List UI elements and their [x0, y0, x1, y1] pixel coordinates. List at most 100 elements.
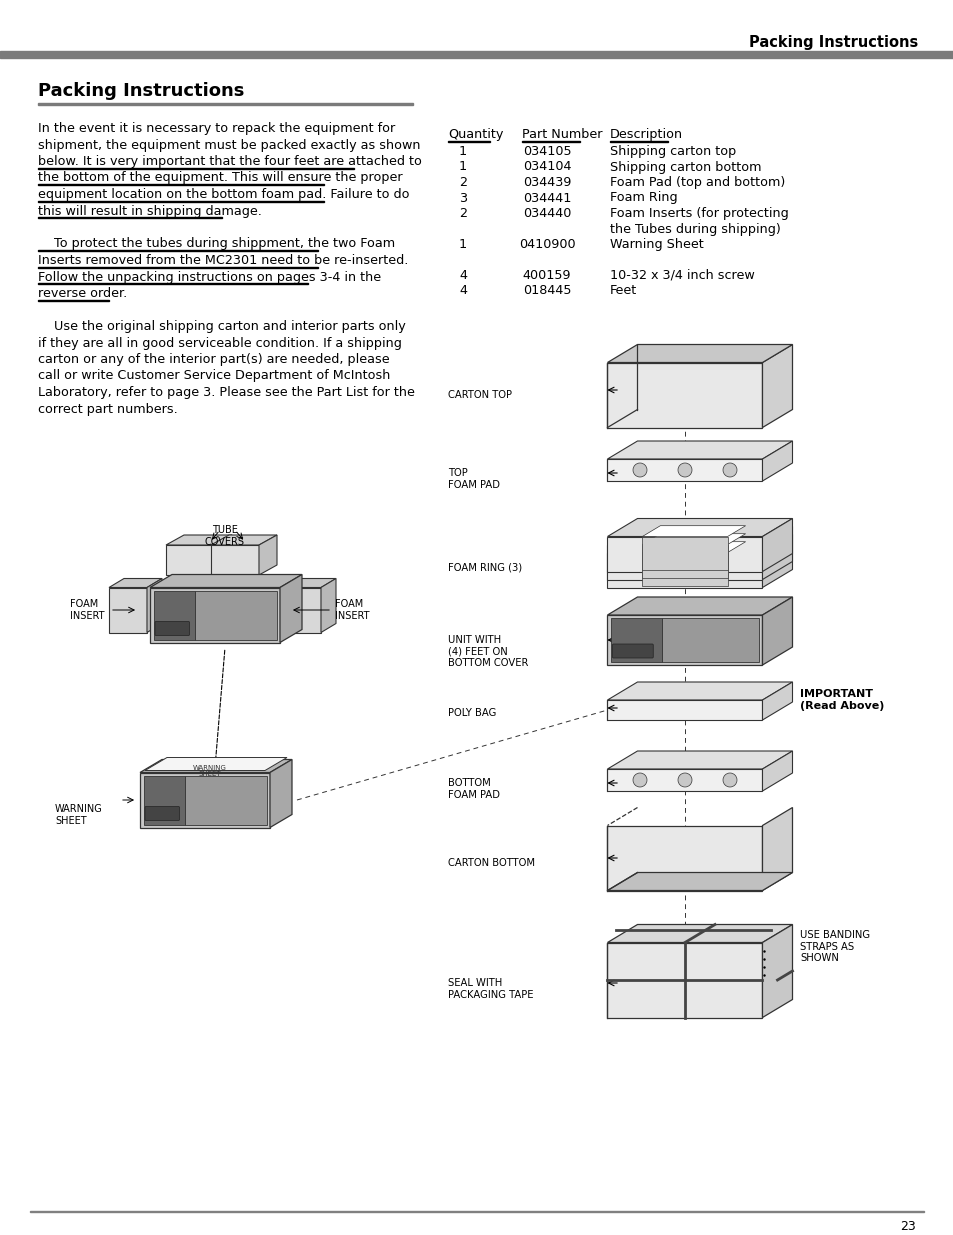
Polygon shape — [607, 535, 792, 552]
Text: the Tubes during shipping): the Tubes during shipping) — [609, 222, 780, 236]
Text: UNIT WITH
(4) FEET ON
BOTTOM COVER: UNIT WITH (4) FEET ON BOTTOM COVER — [448, 635, 528, 668]
Polygon shape — [607, 536, 761, 572]
Text: 2: 2 — [458, 177, 467, 189]
Bar — [30, 1210, 923, 1212]
Text: the bottom of the equipment. This will ensure the proper: the bottom of the equipment. This will e… — [38, 172, 402, 184]
Circle shape — [633, 463, 646, 477]
Text: WARNING
SHEET: WARNING SHEET — [193, 764, 227, 778]
Polygon shape — [607, 441, 792, 459]
Text: Feet: Feet — [609, 284, 637, 298]
Polygon shape — [144, 776, 185, 825]
Polygon shape — [761, 925, 792, 1018]
Polygon shape — [761, 597, 792, 664]
Polygon shape — [761, 808, 792, 890]
Polygon shape — [140, 760, 292, 773]
Text: USE BANDING
STRAPS AS
SHOWN: USE BANDING STRAPS AS SHOWN — [800, 930, 869, 963]
Text: call or write Customer Service Department of McIntosh: call or write Customer Service Departmen… — [38, 369, 390, 383]
Text: Warning Sheet: Warning Sheet — [609, 238, 703, 251]
Text: 1: 1 — [458, 144, 467, 158]
Polygon shape — [150, 574, 302, 588]
Polygon shape — [641, 534, 745, 545]
Text: Part Number: Part Number — [521, 128, 602, 141]
Bar — [38, 103, 413, 105]
Polygon shape — [166, 535, 232, 545]
Circle shape — [678, 463, 691, 477]
Polygon shape — [761, 519, 792, 572]
Text: 034105: 034105 — [522, 144, 571, 158]
Text: 034439: 034439 — [522, 177, 571, 189]
Text: reverse order.: reverse order. — [38, 287, 127, 300]
Polygon shape — [607, 459, 761, 480]
Polygon shape — [641, 545, 727, 578]
Text: Inserts removed from the MC2301 need to be re-inserted.: Inserts removed from the MC2301 need to … — [38, 254, 408, 267]
Polygon shape — [145, 757, 287, 771]
Polygon shape — [607, 700, 761, 720]
Text: Description: Description — [609, 128, 682, 141]
Polygon shape — [211, 535, 276, 545]
Text: SEAL WITH
PACKAGING TAPE: SEAL WITH PACKAGING TAPE — [448, 978, 533, 999]
Circle shape — [678, 773, 691, 787]
Polygon shape — [607, 545, 761, 579]
Polygon shape — [641, 526, 745, 536]
Polygon shape — [140, 773, 270, 827]
Polygon shape — [258, 535, 276, 576]
Text: if they are all in good serviceable condition. If a shipping: if they are all in good serviceable cond… — [38, 336, 401, 350]
Polygon shape — [153, 590, 195, 640]
Text: 23: 23 — [900, 1219, 915, 1233]
Polygon shape — [761, 441, 792, 480]
Text: Shipping carton bottom: Shipping carton bottom — [609, 161, 760, 173]
Text: CARTON BOTTOM: CARTON BOTTOM — [448, 858, 535, 868]
Polygon shape — [195, 590, 276, 640]
Text: Packing Instructions: Packing Instructions — [748, 35, 917, 49]
Text: 034441: 034441 — [522, 191, 571, 205]
Text: 2: 2 — [458, 207, 467, 220]
Polygon shape — [607, 345, 792, 363]
Text: Follow the unpacking instructions on pages 3-4 in the: Follow the unpacking instructions on pag… — [38, 270, 381, 284]
Circle shape — [633, 773, 646, 787]
Text: Quantity: Quantity — [448, 128, 503, 141]
Text: shipment, the equipment must be packed exactly as shown: shipment, the equipment must be packed e… — [38, 138, 420, 152]
Polygon shape — [607, 825, 761, 890]
Polygon shape — [213, 535, 232, 576]
Polygon shape — [607, 597, 792, 615]
Text: 1: 1 — [458, 238, 467, 251]
Polygon shape — [607, 682, 792, 700]
Polygon shape — [661, 618, 759, 662]
Text: 3: 3 — [458, 191, 467, 205]
Text: FOAM
INSERT: FOAM INSERT — [335, 599, 369, 621]
Text: To protect the tubes during shippment, the two Foam: To protect the tubes during shippment, t… — [38, 237, 395, 251]
Text: carton or any of the interior part(s) are needed, please: carton or any of the interior part(s) ar… — [38, 353, 389, 366]
Polygon shape — [185, 776, 267, 825]
Polygon shape — [270, 760, 292, 827]
Polygon shape — [761, 682, 792, 720]
Polygon shape — [607, 363, 761, 427]
Text: In the event it is necessary to repack the equipment for: In the event it is necessary to repack t… — [38, 122, 395, 135]
Text: Use the original shipping carton and interior parts only: Use the original shipping carton and int… — [38, 320, 405, 333]
Polygon shape — [166, 545, 213, 576]
Polygon shape — [761, 526, 792, 579]
Text: Packing Instructions: Packing Instructions — [38, 82, 244, 100]
Text: 034440: 034440 — [522, 207, 571, 220]
Text: TUBE
COVERS: TUBE COVERS — [205, 525, 245, 547]
Text: below. It is very important that the four feet are attached to: below. It is very important that the fou… — [38, 156, 421, 168]
Polygon shape — [607, 526, 792, 545]
Polygon shape — [761, 345, 792, 427]
Text: FOAM RING (3): FOAM RING (3) — [448, 563, 521, 573]
Text: Foam Inserts (for protecting: Foam Inserts (for protecting — [609, 207, 788, 220]
Text: 400159: 400159 — [522, 269, 571, 282]
Polygon shape — [761, 535, 792, 588]
Polygon shape — [211, 545, 258, 576]
Text: 034104: 034104 — [522, 161, 571, 173]
Polygon shape — [283, 588, 320, 632]
Text: correct part numbers.: correct part numbers. — [38, 403, 177, 415]
FancyBboxPatch shape — [145, 806, 179, 820]
Polygon shape — [109, 578, 162, 588]
Text: WARNING
SHEET: WARNING SHEET — [55, 804, 103, 826]
Circle shape — [722, 463, 737, 477]
Polygon shape — [607, 552, 761, 588]
Text: equipment location on the bottom foam pad. Failure to do: equipment location on the bottom foam pa… — [38, 188, 409, 201]
Polygon shape — [607, 615, 761, 664]
Text: Foam Ring: Foam Ring — [609, 191, 677, 205]
Text: 10-32 x 3/4 inch screw: 10-32 x 3/4 inch screw — [609, 269, 754, 282]
Text: BOTTOM
FOAM PAD: BOTTOM FOAM PAD — [448, 778, 499, 799]
